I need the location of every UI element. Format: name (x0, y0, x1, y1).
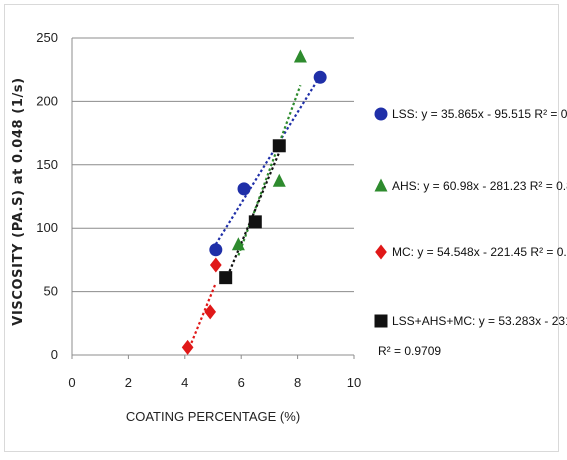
y-tick-label-150: 150 (36, 157, 58, 172)
legend-marker-lss-ahs-mc (374, 314, 388, 328)
x-axis-title: COATING PERCENTAGE (%) (126, 409, 300, 424)
point-lss-3 (313, 70, 327, 84)
legend-label-lss: LSS: y = 35.865x - 95.515 R² = 0.9899 (392, 107, 567, 121)
data-points (181, 49, 327, 355)
x-tick-label-2: 2 (125, 375, 132, 390)
x-tick-label-10: 10 (347, 375, 361, 390)
y-tick-label-0: 0 (51, 347, 58, 362)
y-tick-label-200: 200 (36, 93, 58, 108)
trendline-mc (186, 282, 217, 353)
legend-label-lss-ahs-mc: LSS+AHS+MC: y = 53.283x - 231.65 (392, 314, 567, 328)
point-lss-1 (209, 243, 223, 257)
point-lss-ahs-mc-1 (219, 271, 233, 285)
legend-label-lss-ahs-mc-line2: R² = 0.9709 (378, 344, 441, 358)
point-lss-ahs-mc-3 (272, 139, 286, 153)
y-tick-label-250: 250 (36, 30, 58, 45)
point-mc-1 (181, 339, 194, 355)
x-tick-label-8: 8 (294, 375, 301, 390)
x-tick-label-4: 4 (181, 375, 188, 390)
legend-marker-mc (375, 244, 387, 260)
legend-marker-ahs (374, 178, 388, 192)
axes (71, 38, 355, 359)
legend-label-ahs: AHS: y = 60.98x - 281.23 R² = 0.8573 (392, 179, 567, 193)
trendline-lss-ahs-mc (224, 151, 281, 281)
point-ahs-2 (272, 173, 286, 187)
x-tick-label-0: 0 (68, 375, 75, 390)
y-axis-title: VISCOSITY (PA.S) at 0.048 (1/s) (11, 77, 26, 325)
legend: LSS: y = 35.865x - 95.515 R² = 0.9899 AHS… (374, 107, 567, 358)
gridlines (72, 37, 354, 293)
y-tick-label-50: 50 (44, 284, 58, 299)
y-tick-label-100: 100 (36, 220, 58, 235)
trendline-ahs (237, 84, 302, 256)
x-tick-label-6: 6 (238, 375, 245, 390)
point-ahs-3 (293, 49, 307, 63)
tick-labels: 0 50 100 150 200 250 0 2 4 6 8 10 (36, 30, 361, 390)
point-mc-2 (204, 304, 217, 320)
trendlines (186, 75, 322, 353)
point-ahs-1 (231, 237, 245, 251)
legend-marker-lss (374, 107, 388, 121)
point-mc-3 (209, 257, 222, 273)
point-lss-2 (237, 182, 251, 196)
legend-label-mc: MC: y = 54.548x - 221.45 R² = 0.8456 (392, 245, 567, 259)
point-lss-ahs-mc-2 (248, 215, 262, 229)
